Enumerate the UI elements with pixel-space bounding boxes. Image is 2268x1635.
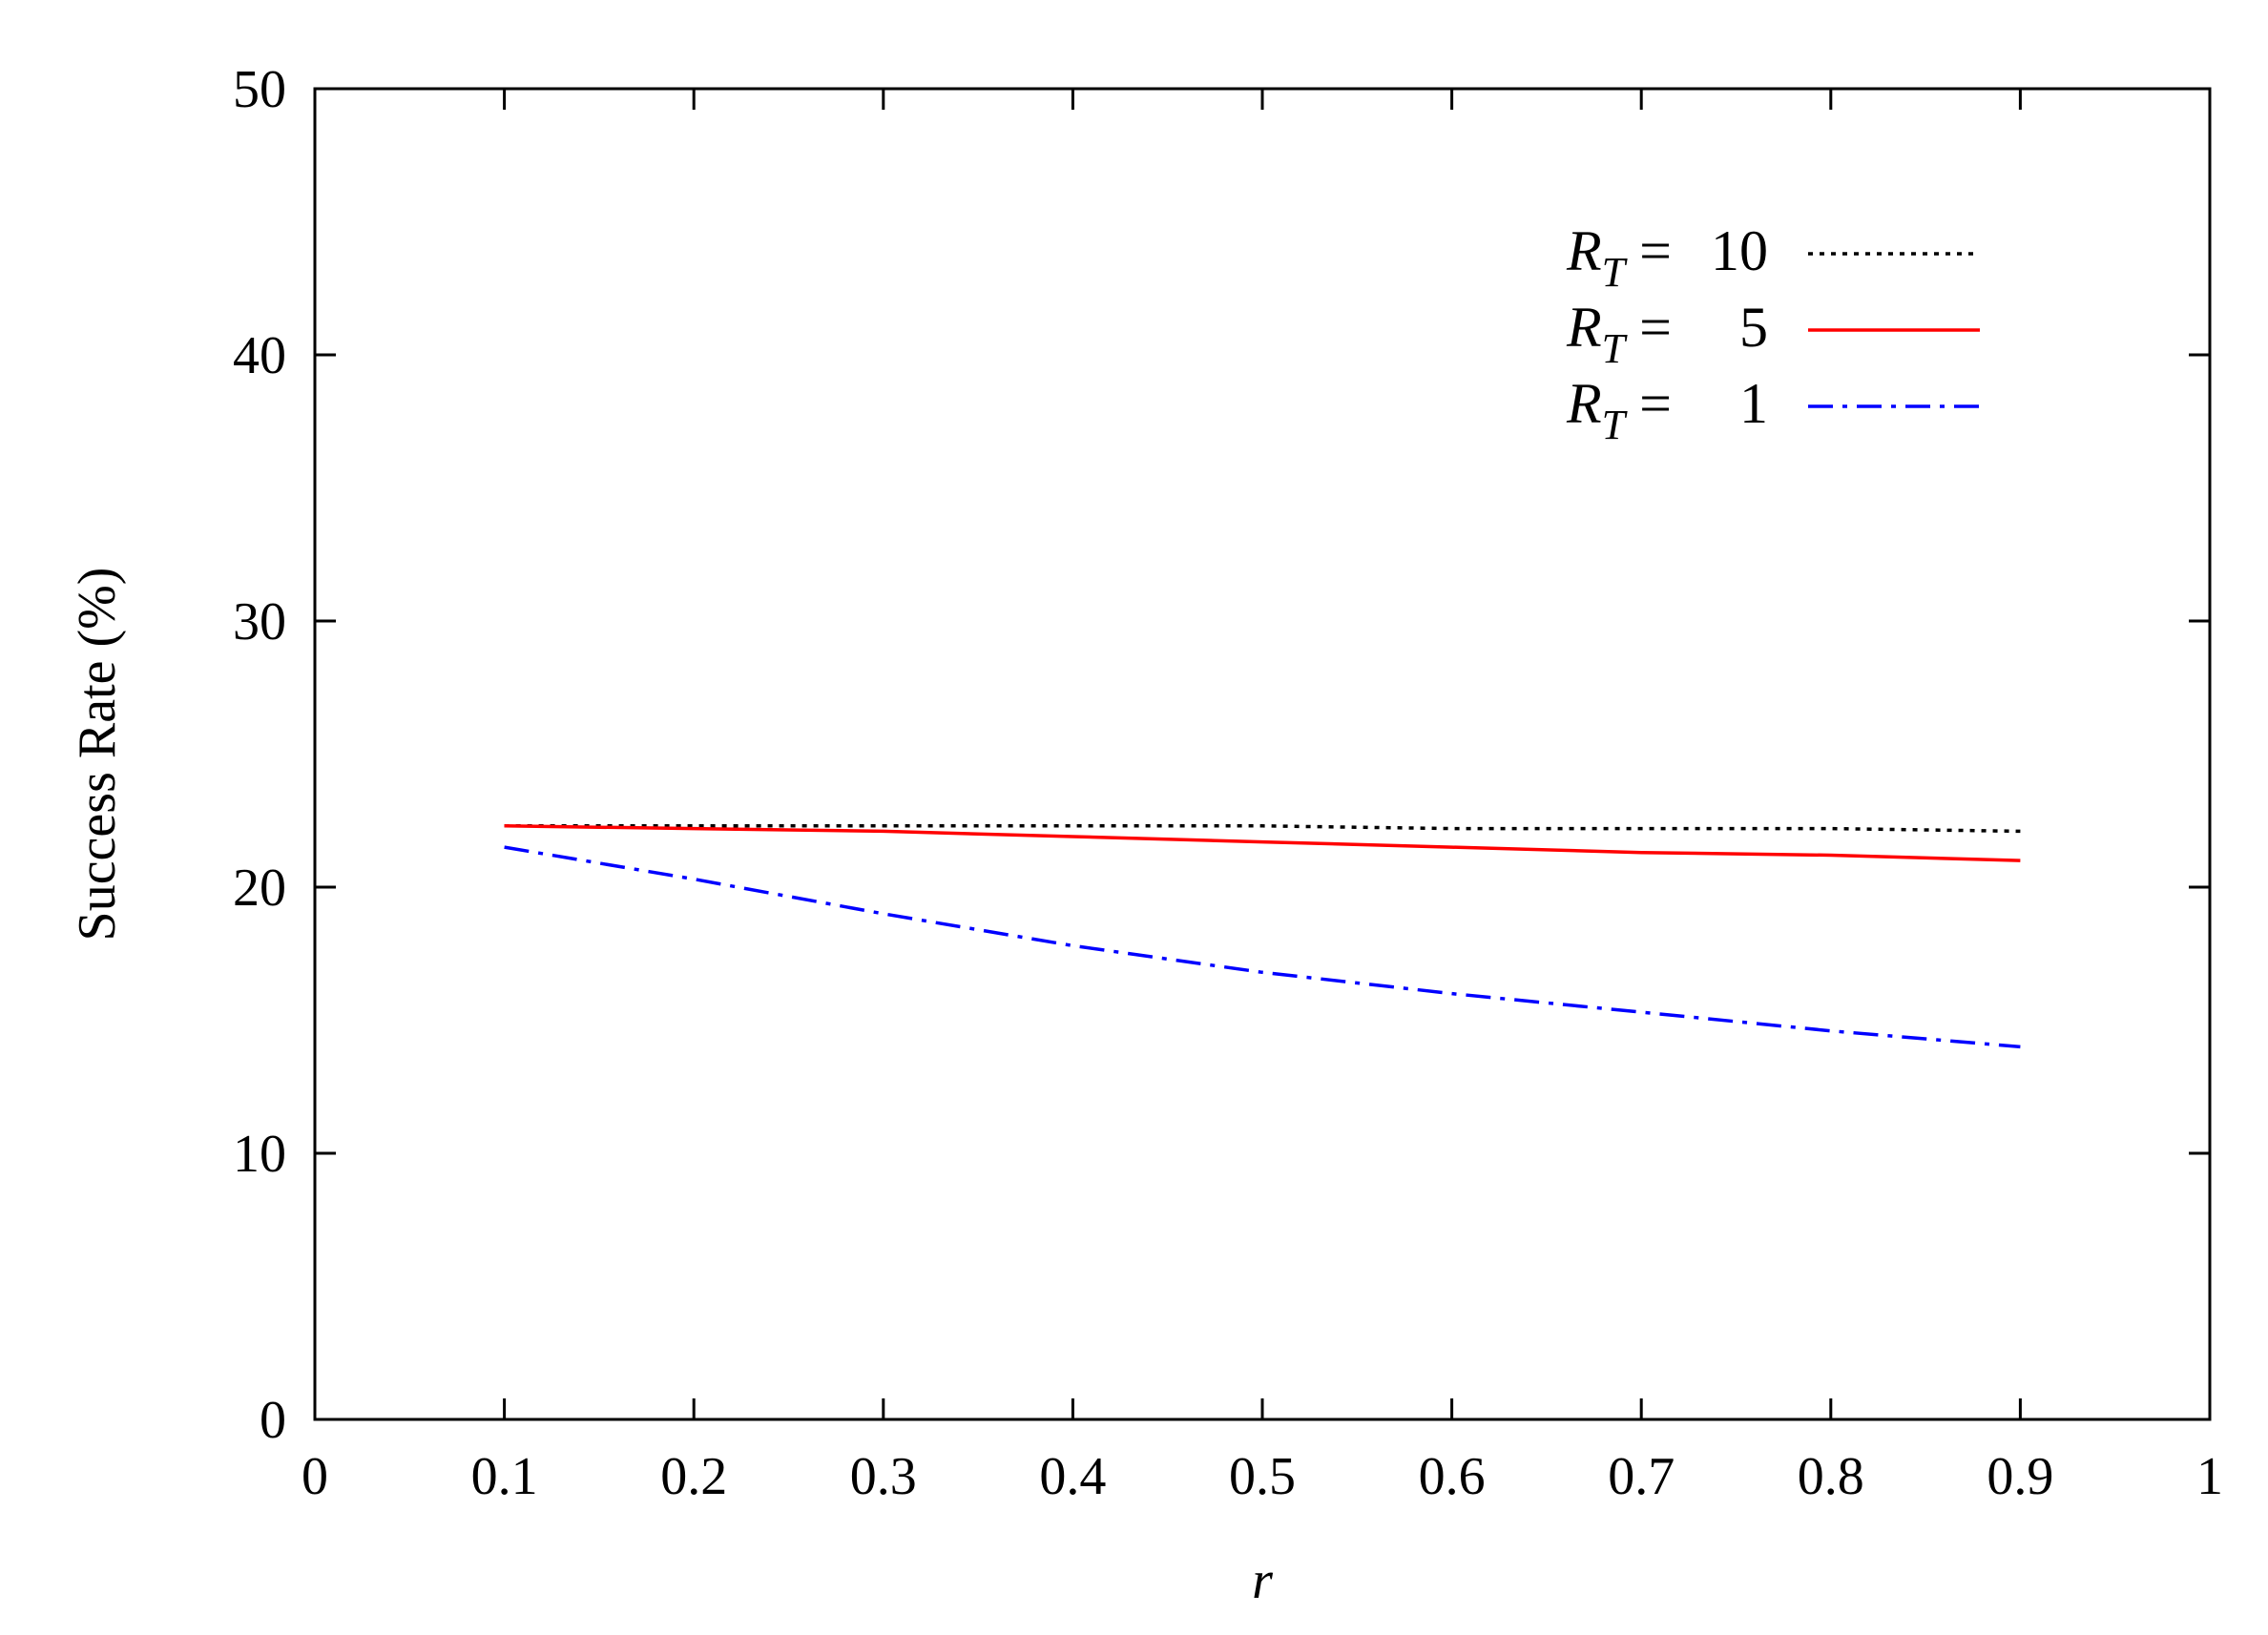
legend-item-0: RT = 10 xyxy=(1566,219,1980,296)
series-layer xyxy=(504,824,2021,1049)
legend-label: RT = xyxy=(1566,372,1672,448)
x-tick-label: 0.8 xyxy=(1798,1447,1864,1506)
legend-label: RT = xyxy=(1566,219,1672,296)
series-line-1 xyxy=(504,824,2021,862)
x-axis-label: r xyxy=(1252,1551,1273,1610)
x-tick-label: 0.2 xyxy=(660,1447,727,1506)
x-tick-label: 0.9 xyxy=(1987,1447,2053,1506)
legend-item-1: RT = 5 xyxy=(1566,296,1980,372)
y-tick-label: 50 xyxy=(233,60,286,119)
legend: RT = 10 RT = 5 RT = 1 xyxy=(1566,219,1980,448)
legend-value: 10 xyxy=(1711,219,1768,282)
y-tick-label: 30 xyxy=(233,592,286,652)
legend-item-2: RT = 1 xyxy=(1566,372,1980,448)
x-tick-label: 1 xyxy=(2196,1447,2223,1506)
x-tick-label: 0.5 xyxy=(1229,1447,1296,1506)
y-tick-label: 20 xyxy=(233,859,286,918)
series-line-0 xyxy=(504,824,2021,834)
series-line-2 xyxy=(504,845,2021,1049)
legend-value: 5 xyxy=(1739,296,1768,359)
y-tick-label: 0 xyxy=(260,1391,286,1450)
y-tick-label: 10 xyxy=(233,1125,286,1184)
plot-frame xyxy=(313,87,2212,1421)
x-tick-label: 0 xyxy=(302,1447,328,1506)
x-tick-label: 0.3 xyxy=(850,1447,917,1506)
x-tick-label: 0.4 xyxy=(1039,1447,1106,1506)
x-tick-label: 0.6 xyxy=(1419,1447,1486,1506)
y-axis-label: Success Rate (%) xyxy=(68,568,127,942)
legend-label: RT = xyxy=(1566,296,1672,372)
axis-ticks xyxy=(313,87,2212,1421)
legend-value: 1 xyxy=(1739,372,1768,435)
y-tick-label: 40 xyxy=(233,326,286,385)
x-tick-label: 0.1 xyxy=(471,1447,538,1506)
x-tick-label: 0.7 xyxy=(1608,1447,1675,1506)
